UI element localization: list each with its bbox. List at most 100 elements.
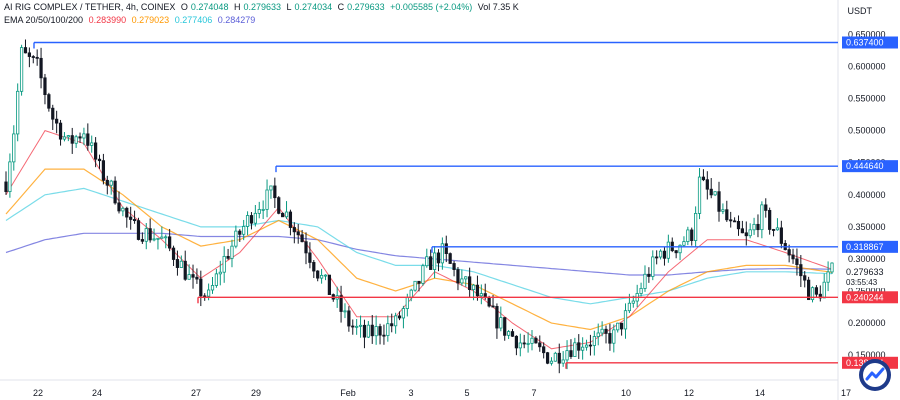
candle-down <box>148 228 152 241</box>
candle-up <box>109 180 113 186</box>
candle-down <box>538 342 542 348</box>
candle-up <box>612 329 616 344</box>
candle-up <box>425 256 429 267</box>
last-price-label: 0.279633 <box>846 267 884 277</box>
open-value: 0.274048 <box>190 2 229 12</box>
candle-up <box>394 315 398 327</box>
candle-down <box>604 328 608 334</box>
candle-up <box>253 212 257 224</box>
candle-down <box>662 250 667 259</box>
candle-up <box>592 336 596 346</box>
candle-down <box>199 278 203 297</box>
candle-up <box>210 285 215 291</box>
candle-up <box>358 324 363 327</box>
candle-up <box>230 245 234 259</box>
candle-down <box>814 287 819 295</box>
symbol-title: AI RIG COMPLEX / TETHER, 4h, COINEX <box>4 2 176 12</box>
candle-up <box>374 326 378 337</box>
y-tick-label: 0.600000 <box>848 61 886 71</box>
y-tick-label: 0.150000 <box>848 350 886 360</box>
candle-down <box>429 256 433 270</box>
price-level-label: 0.240244 <box>846 292 884 302</box>
tradingview-logo-icon[interactable] <box>858 358 892 392</box>
candle-down <box>534 337 538 344</box>
candle-up <box>565 350 569 361</box>
candle-down <box>779 227 783 244</box>
close-label: C <box>337 2 345 12</box>
candle-down <box>51 107 55 120</box>
candle-down <box>545 352 550 364</box>
low-label: L <box>286 2 292 12</box>
candle-down <box>799 264 803 277</box>
ema-legend[interactable]: EMA 20/50/100/200 0.283990 0.279023 0.27… <box>4 15 258 26</box>
candle-up <box>643 273 647 289</box>
high-value: 0.279633 <box>243 2 282 12</box>
candle-up <box>600 328 604 334</box>
x-tick-label: 17 <box>841 388 851 398</box>
candle-up <box>179 260 183 268</box>
x-tick-label: 7 <box>531 388 536 398</box>
candle-down <box>468 276 472 291</box>
candle-up <box>694 213 698 241</box>
candle-down <box>725 209 729 221</box>
price-level-badge <box>842 291 898 304</box>
candle-up <box>666 241 670 259</box>
candle-down <box>308 252 312 263</box>
candle-up <box>596 332 600 337</box>
candle-up <box>686 229 690 242</box>
candle-down <box>744 232 748 237</box>
ema100-line <box>5 187 833 305</box>
candle-down <box>191 274 195 278</box>
x-tick-label: 22 <box>33 388 43 398</box>
candle-up <box>464 276 468 280</box>
currency-label: USDT <box>847 6 873 16</box>
candle-up <box>460 278 464 284</box>
ema200-line <box>5 232 832 276</box>
candle-down <box>701 176 706 181</box>
candle-up <box>12 133 16 163</box>
x-tick-label: 24 <box>92 388 102 398</box>
candle-up <box>144 228 148 242</box>
candle-up <box>82 133 86 139</box>
candle-down <box>436 252 441 264</box>
candle-down <box>304 241 308 254</box>
candle-down <box>296 231 300 236</box>
candle-down <box>768 210 772 230</box>
candle-up <box>16 90 20 135</box>
candle-down <box>756 223 760 231</box>
candle-up <box>386 323 390 336</box>
chart-header-ohlc: AI RIG COMPLEX / TETHER, 4h, COINEX O 0.2… <box>4 2 522 13</box>
candle-up <box>319 274 324 279</box>
candle-down <box>370 324 374 337</box>
candle-up <box>526 342 530 345</box>
candle-up <box>432 252 437 270</box>
candle-up <box>19 47 24 92</box>
candle-down <box>347 310 351 327</box>
candle-down <box>382 334 386 337</box>
ema50-value: 0.279023 <box>131 15 170 25</box>
candle-down <box>444 243 448 255</box>
candle-up <box>121 207 125 212</box>
candle-up <box>678 244 682 254</box>
candle-down <box>136 220 141 240</box>
open-label: O <box>180 2 188 12</box>
ema100-value: 0.277406 <box>174 15 213 25</box>
x-tick-label: 3 <box>408 388 413 398</box>
candle-down <box>764 204 768 211</box>
candle-down <box>132 219 137 222</box>
candle-down <box>316 270 320 279</box>
candle-up <box>440 243 444 264</box>
candle-down <box>175 259 180 268</box>
candle-up <box>549 360 554 364</box>
candle-up <box>713 191 717 196</box>
candle-up <box>160 236 164 239</box>
candle-down <box>226 255 230 259</box>
price-level-badge <box>842 36 898 49</box>
y-tick-label: 0.650000 <box>848 29 886 39</box>
candle-up <box>623 310 628 330</box>
candle-down <box>475 284 480 297</box>
candle-up <box>222 255 226 273</box>
candle-down <box>510 331 515 337</box>
low-value: 0.274034 <box>294 2 333 12</box>
